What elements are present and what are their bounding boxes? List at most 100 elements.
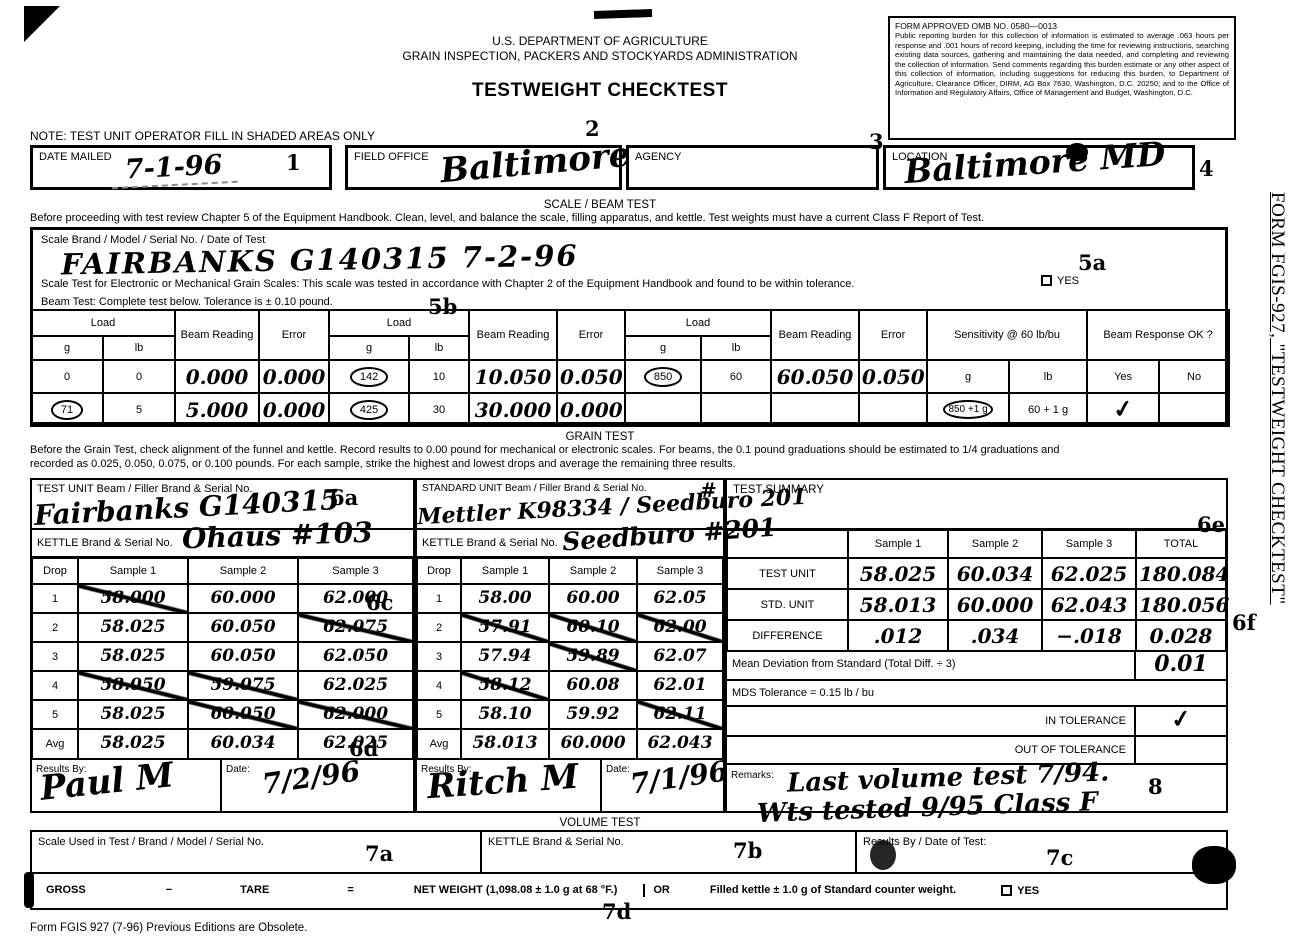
scan-artifact (24, 872, 34, 908)
drop-number: 1 (31, 583, 79, 614)
beam-col-load: Load (624, 309, 773, 337)
sample3-col: Sample 3 (636, 557, 724, 585)
annotation-7c: 7c (1046, 845, 1074, 870)
beam-load-g: 850 (624, 359, 703, 394)
location-box: LOCATION Baltimore MD (883, 134, 1195, 191)
drop-value: 59.89 (548, 641, 638, 672)
beam-col-beam-response: Beam Response OK ? (1086, 309, 1231, 361)
drop-number: 5 (416, 699, 462, 730)
mean-deviation-value: 0.01 (1154, 651, 1208, 677)
filled-kettle-yes-checkbox[interactable] (1001, 884, 1013, 896)
beam-load-g: 0 (30, 359, 104, 394)
sensitivity-subcol-lb: lb (1008, 359, 1089, 394)
drop-number: 3 (31, 641, 79, 672)
scan-artifact (593, 8, 653, 20)
beam-test-text: Beam Test: Complete test below. Toleranc… (41, 296, 333, 308)
beam-load-lb: 60 (700, 359, 773, 394)
summary-value: 58.013 (847, 588, 949, 621)
avg-label: Avg (31, 728, 79, 760)
drop-value: 62.11 (636, 699, 724, 730)
sample3-col: Sample 3 (297, 557, 414, 585)
avg-value: 58.013 (460, 728, 550, 760)
beam-test-table: Load Beam Reading Error Load Beam Readin… (29, 309, 1231, 427)
scale-test-yes-checkbox[interactable] (1041, 275, 1052, 286)
filled-kettle-label: Filled kettle ± 1.0 g of Standard counte… (709, 884, 957, 897)
drop-value: 57.94 (460, 641, 550, 672)
agency-box: AGENCY (626, 145, 879, 190)
scale-beam-instructions: Before proceeding with test review Chapt… (30, 212, 985, 224)
drop-value: 62.050 (297, 641, 414, 672)
standard-unit-label: STANDARD UNIT Beam / Filler Brand & Seri… (422, 483, 647, 494)
date-label: Date: (226, 764, 250, 775)
drop-value: 60.050 (187, 699, 299, 730)
annotation-5a: 5a (1078, 250, 1107, 275)
annotation-3: 3 (869, 129, 884, 154)
avg-value: 62.025 (297, 728, 414, 760)
checkmark: ✓ (1111, 392, 1136, 425)
summary-value: 60.034 (947, 557, 1043, 590)
net-weight-label: NET WEIGHT (1,098.08 ± 1.0 g at 68 °F.) (413, 884, 618, 897)
results-by-label: Results By: (421, 764, 472, 775)
side-caption: FORM FGIS-927, "TESTWEIGHT CHECKTEST" (1267, 192, 1288, 605)
beam-reading-value: 30.000 (468, 392, 559, 427)
beam-error-value: 0.050 (858, 359, 929, 394)
drop-value: 60.000 (187, 583, 299, 614)
drop-row: 1 58.000 60.000 62.000 (31, 583, 414, 614)
beam-subcol-lb: lb (408, 335, 471, 361)
volume-test-title: VOLUME TEST (559, 817, 641, 829)
test-unit-kettle-label: KETTLE Brand & Serial No. (37, 537, 173, 549)
beam-load-lb (700, 392, 773, 427)
dept-line2: GRAIN INSPECTION, PACKERS AND STOCKYARDS… (402, 49, 798, 63)
beam-load-g: 425 (328, 392, 411, 427)
sample2-col: Sample 2 (947, 529, 1043, 559)
drop-value: 60.050 (187, 612, 299, 643)
summary-value: −.018 (1041, 619, 1137, 652)
date-mailed-label: DATE MAILED (39, 151, 112, 163)
summary-value: 60.000 (947, 588, 1043, 621)
results-by-label: Results By: (36, 764, 87, 775)
test-summary-title: TEST SUMMARY (733, 484, 824, 496)
hash-mark: # (700, 478, 717, 502)
drop-value: 60.10 (548, 612, 638, 643)
beam-col-error: Error (258, 309, 331, 361)
drop-value: 58.000 (77, 583, 189, 614)
beam-response-no-label: No (1158, 359, 1231, 394)
beam-load-g: 142 (328, 359, 411, 394)
summary-blank-header (726, 529, 849, 559)
date-mailed-value: 7-1-96 (110, 149, 238, 190)
beam-load-lb: 0 (101, 359, 177, 394)
test-unit-drop-table: Drop Sample 1 Sample 2 Sample 3 1 58.000… (31, 557, 414, 760)
summary-value: 180.056 (1135, 588, 1229, 621)
drop-number: 5 (31, 699, 79, 730)
drop-value: 62.000 (297, 583, 414, 614)
volume-test-box: Scale Used in Test / Brand / Model / Ser… (30, 830, 1228, 910)
date-value: 7/2/96 (260, 754, 363, 801)
equals-sign: = (347, 884, 354, 897)
beam-response-yes-label: Yes (1086, 359, 1161, 394)
annotation-7a: 7a (365, 841, 394, 866)
date-label: Date: (606, 764, 630, 775)
agency-label: AGENCY (635, 151, 682, 163)
beam-response-yes-value: ✓ (1086, 392, 1161, 427)
beam-col-load: Load (29, 309, 177, 337)
omb-burden-text: Public reporting burden for this collect… (895, 31, 1229, 98)
drop-row: 5 58.025 60.050 62.000 (31, 699, 414, 730)
filled-kettle-yes-label: YES (1017, 884, 1040, 897)
summary-row-label: DIFFERENCE (726, 619, 849, 652)
drop-row: 5 58.10 59.92 62.11 (416, 699, 724, 730)
summary-row-label: TEST UNIT (726, 557, 849, 590)
tare-label: TARE (240, 884, 270, 897)
avg-row: Avg 58.025 60.034 62.025 (31, 728, 414, 760)
annotation-1: 1 (286, 150, 301, 175)
drop-number: 4 (416, 670, 462, 701)
out-of-tolerance-label: OUT OF TOLERANCE (727, 737, 1136, 763)
summary-row-std-unit: STD. UNIT 58.013 60.000 62.043 180.056 (726, 588, 1229, 621)
summary-row-label: STD. UNIT (726, 588, 849, 621)
annotation-6a: 6a (330, 485, 359, 510)
circled-value: 850 +1 g (943, 400, 993, 419)
drop-row: 2 57.91 60.10 62.00 (416, 612, 724, 643)
beam-reading-value: 60.050 (770, 359, 861, 394)
annotation-2: 2 (585, 116, 600, 141)
or-label: OR (643, 884, 670, 897)
drop-value: 60.050 (187, 641, 299, 672)
